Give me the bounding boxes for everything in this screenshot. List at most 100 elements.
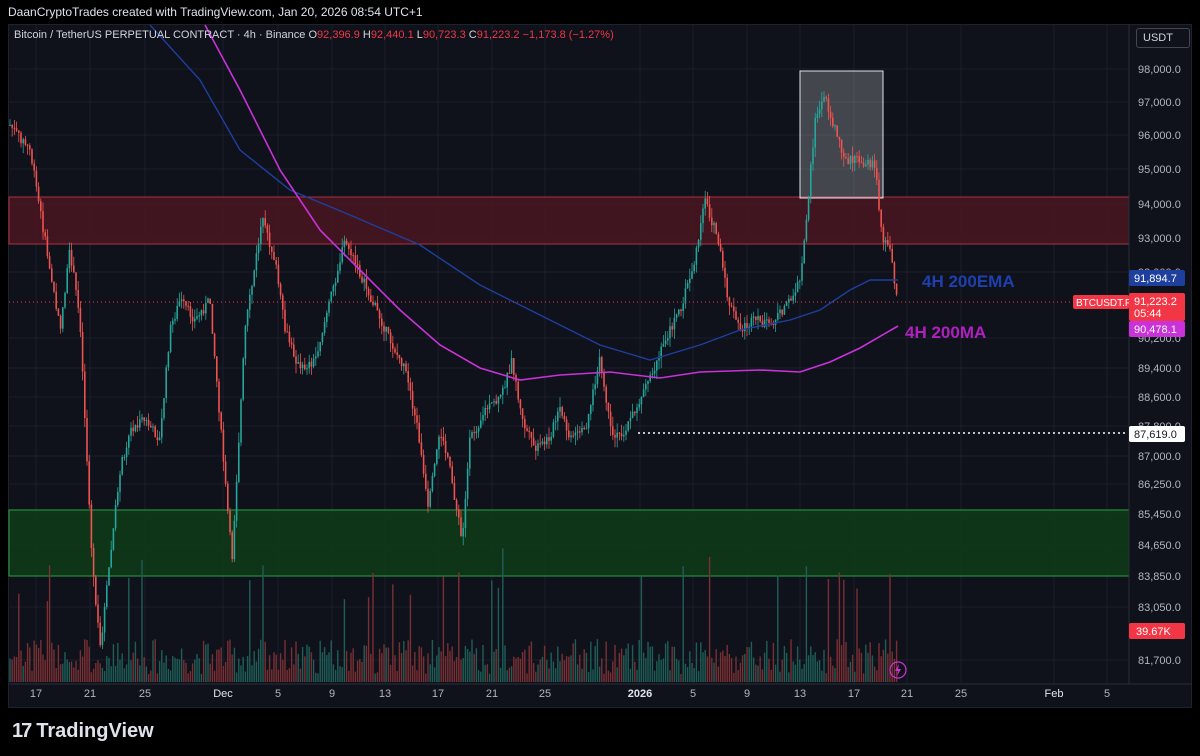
candle-body xyxy=(482,415,484,421)
candle-body xyxy=(466,468,469,499)
volume-bar xyxy=(249,580,251,682)
candle-body xyxy=(660,346,662,359)
volume-bar xyxy=(651,646,654,682)
candle-body xyxy=(557,411,559,422)
candle-body xyxy=(117,492,119,505)
price-tick-label: 86,250.0 xyxy=(1138,479,1181,491)
volume-bar xyxy=(161,650,163,682)
countdown-label: 05:44 xyxy=(1134,308,1162,320)
volume-bar xyxy=(603,673,605,682)
candle-body xyxy=(592,389,594,406)
candle-body xyxy=(574,432,577,436)
ema-200-line xyxy=(149,24,898,361)
candle-body xyxy=(506,372,508,388)
volume-bar xyxy=(583,649,585,682)
volume-bar xyxy=(420,647,423,682)
candle-body xyxy=(546,437,548,445)
volume-bar xyxy=(667,641,669,682)
volume-bar xyxy=(876,670,878,682)
volume-bar xyxy=(86,639,88,682)
time-tick-label: 17 xyxy=(432,688,444,700)
candle-body xyxy=(508,372,511,374)
candle-body xyxy=(398,354,401,358)
volume-bar xyxy=(801,668,803,682)
volume-bar xyxy=(568,656,570,682)
volume-bar xyxy=(737,670,739,682)
candle-body xyxy=(161,418,163,438)
candle-body xyxy=(372,301,374,305)
candle-body xyxy=(590,405,592,415)
volume-bar xyxy=(224,662,227,682)
candle-body xyxy=(275,260,277,265)
volume-bar xyxy=(187,673,189,682)
volume-bar xyxy=(121,653,123,682)
currency-button[interactable]: USDT xyxy=(1136,28,1190,48)
volume-bar xyxy=(297,653,299,682)
candle-body xyxy=(480,420,482,428)
volume-bar xyxy=(389,664,392,682)
volume-bar xyxy=(649,646,651,682)
volume-bar xyxy=(508,667,511,682)
candle-body xyxy=(563,415,566,420)
price-tick-label: 95,000.0 xyxy=(1138,164,1181,176)
candle-body xyxy=(420,442,423,455)
candle-body xyxy=(541,441,544,444)
candle-body xyxy=(495,401,497,404)
volume-bar xyxy=(739,662,742,682)
volume-bar xyxy=(552,661,555,682)
volume-bar xyxy=(777,575,779,682)
volume-bar xyxy=(812,655,814,682)
candle-body xyxy=(319,342,321,352)
candle-body xyxy=(46,236,49,257)
volume-bar xyxy=(350,652,352,682)
volume-bar xyxy=(884,639,887,682)
tradingview-logo[interactable]: 17 TradingView xyxy=(12,720,154,743)
candle-body xyxy=(191,316,194,322)
time-tick-label: 5 xyxy=(1104,688,1110,700)
volume-bar xyxy=(169,670,172,682)
candle-body xyxy=(623,435,625,437)
candle-body xyxy=(568,430,570,438)
lightning-icon[interactable] xyxy=(889,661,907,679)
volume-bar xyxy=(229,639,231,682)
volume-bar xyxy=(680,673,682,682)
volume-bar xyxy=(431,639,434,682)
candle-body xyxy=(625,430,627,436)
candle-body xyxy=(889,245,891,249)
candle-body xyxy=(629,417,632,422)
volume-bar xyxy=(510,666,513,682)
volume-bar xyxy=(216,649,218,682)
candle-body xyxy=(220,412,222,430)
time-tick-label: 21 xyxy=(84,688,96,700)
volume-bar xyxy=(167,668,170,682)
candle-body xyxy=(497,396,500,404)
candle-body xyxy=(605,386,607,403)
volume-bar xyxy=(869,642,871,682)
volume-bar xyxy=(246,656,249,682)
volume-bar xyxy=(845,642,847,682)
volume-bar xyxy=(301,646,304,682)
volume-bar xyxy=(799,659,801,682)
volume-bar xyxy=(484,664,486,682)
volume-bar xyxy=(708,556,711,682)
candle-body xyxy=(81,331,84,372)
volume-bar xyxy=(893,658,896,682)
candle-body xyxy=(607,402,610,412)
volume-bar xyxy=(519,658,522,682)
candle-body xyxy=(601,357,603,372)
time-tick-label: 5 xyxy=(690,688,696,700)
volume-bar xyxy=(42,654,44,682)
ma-price-tag: 90,478.1 xyxy=(1129,321,1185,337)
candle-body xyxy=(499,394,502,397)
volume-bar xyxy=(403,641,405,682)
volume-bar xyxy=(557,646,559,682)
price-tick-label: 83,050.0 xyxy=(1138,602,1181,614)
volume-bar xyxy=(596,639,599,682)
candle-body xyxy=(169,324,172,353)
candle-body xyxy=(92,548,95,577)
candle-body xyxy=(702,208,704,224)
volume-bar xyxy=(601,658,603,682)
volume-bar xyxy=(480,671,482,682)
candle-body xyxy=(697,239,700,248)
